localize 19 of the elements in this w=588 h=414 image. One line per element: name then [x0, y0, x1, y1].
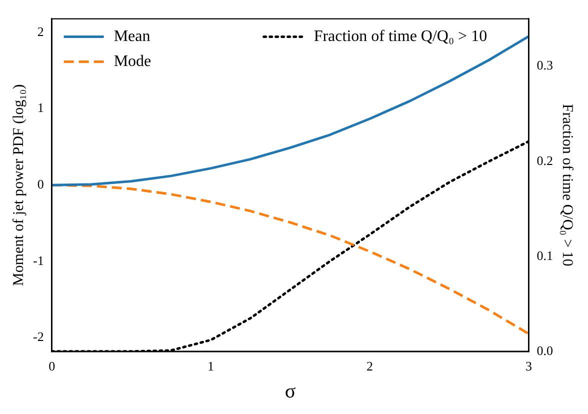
y2-axis-title: Fraction of time Q/Q₀ > 10 [559, 104, 576, 266]
x-tick-label: 2 [366, 358, 374, 374]
x-tick-label: 1 [208, 358, 214, 374]
y2-tick-label: 0.0 [536, 342, 553, 358]
y-tick-label: -1 [32, 252, 44, 268]
x-tick-label: 0 [48, 358, 56, 374]
y-tick-label: 1 [37, 100, 44, 116]
y2-tick-label: 0.1 [536, 248, 553, 263]
y-tick-label: 2 [37, 24, 44, 39]
y2-tick-label: 0.3 [536, 58, 553, 73]
y-tick-label: -2 [32, 329, 44, 344]
y-tick-label: 0 [37, 176, 44, 192]
legend-label: Mode [114, 53, 152, 70]
y-axis-title: Moment of jet power PDF (log₁₀) [10, 84, 27, 286]
legend-label: Fraction of time Q/Q₀ > 10 [314, 28, 488, 46]
x-tick-label: 3 [526, 358, 532, 374]
legend-label: Mean [114, 28, 150, 46]
x-axis-title: σ [284, 380, 296, 402]
y2-tick-label: 0.2 [536, 152, 553, 168]
